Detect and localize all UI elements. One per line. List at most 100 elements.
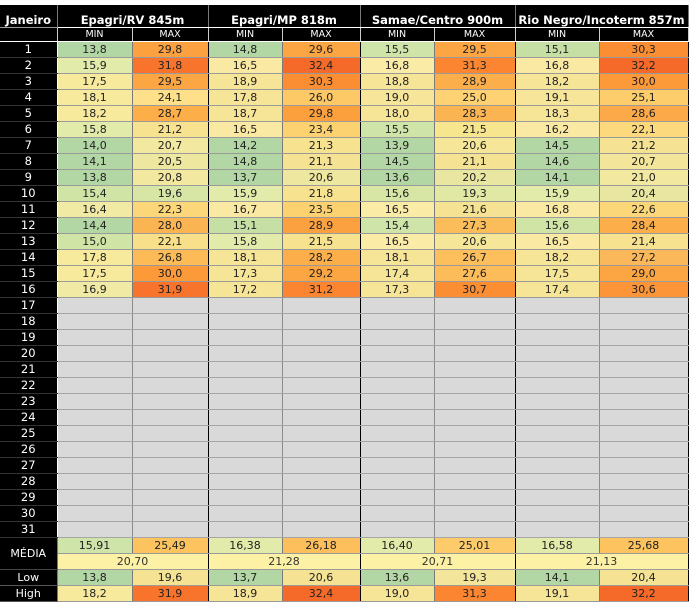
max-temp-cell[interactable]: 32,2 [599, 57, 689, 74]
empty-cell[interactable] [282, 377, 361, 394]
empty-cell[interactable] [434, 441, 516, 458]
empty-cell[interactable] [208, 505, 283, 522]
empty-cell[interactable] [282, 425, 361, 442]
empty-cell[interactable] [434, 329, 516, 346]
min-temp-cell[interactable]: 17,5 [57, 73, 133, 90]
empty-cell[interactable] [515, 425, 600, 442]
empty-cell[interactable] [208, 393, 283, 410]
empty-cell[interactable] [360, 313, 435, 330]
empty-cell[interactable] [515, 297, 600, 314]
empty-cell[interactable] [360, 377, 435, 394]
empty-cell[interactable] [132, 345, 209, 362]
empty-cell[interactable] [434, 361, 516, 378]
empty-cell[interactable] [360, 489, 435, 506]
max-temp-cell[interactable]: 29,5 [132, 73, 209, 90]
max-temp-cell[interactable]: 30,0 [599, 73, 689, 90]
empty-cell[interactable] [434, 457, 516, 474]
max-temp-cell[interactable]: 22,1 [599, 121, 689, 138]
empty-cell[interactable] [515, 441, 600, 458]
low-value[interactable]: 20,4 [599, 569, 689, 586]
empty-cell[interactable] [282, 361, 361, 378]
empty-cell[interactable] [282, 297, 361, 314]
empty-cell[interactable] [57, 505, 133, 522]
empty-cell[interactable] [282, 345, 361, 362]
max-temp-cell[interactable]: 20,5 [132, 153, 209, 170]
empty-cell[interactable] [434, 409, 516, 426]
max-temp-cell[interactable]: 23,4 [282, 121, 361, 138]
max-temp-cell[interactable]: 27,3 [434, 217, 516, 234]
empty-cell[interactable] [360, 521, 435, 538]
min-temp-cell[interactable]: 17,4 [360, 265, 435, 282]
max-temp-cell[interactable]: 20,6 [434, 233, 516, 250]
max-temp-cell[interactable]: 28,0 [132, 217, 209, 234]
low-value[interactable]: 13,6 [360, 569, 435, 586]
max-temp-cell[interactable]: 29,8 [282, 105, 361, 122]
empty-cell[interactable] [208, 441, 283, 458]
empty-cell[interactable] [599, 505, 689, 522]
empty-cell[interactable] [360, 473, 435, 490]
empty-cell[interactable] [132, 297, 209, 314]
media-value[interactable]: 16,38 [208, 537, 283, 554]
empty-cell[interactable] [360, 361, 435, 378]
max-temp-cell[interactable]: 29,6 [282, 41, 361, 58]
max-temp-cell[interactable]: 19,3 [434, 185, 516, 202]
empty-cell[interactable] [599, 425, 689, 442]
min-temp-cell[interactable]: 13,8 [57, 169, 133, 186]
high-value[interactable]: 31,9 [132, 585, 209, 602]
min-temp-cell[interactable]: 17,2 [208, 281, 283, 298]
empty-cell[interactable] [208, 377, 283, 394]
empty-cell[interactable] [132, 377, 209, 394]
empty-cell[interactable] [599, 313, 689, 330]
max-temp-cell[interactable]: 21,8 [282, 185, 361, 202]
max-temp-cell[interactable]: 29,5 [434, 41, 516, 58]
max-temp-cell[interactable]: 28,9 [434, 73, 516, 90]
low-value[interactable]: 19,3 [434, 569, 516, 586]
empty-cell[interactable] [208, 409, 283, 426]
empty-cell[interactable] [515, 473, 600, 490]
max-temp-cell[interactable]: 21,2 [132, 121, 209, 138]
empty-cell[interactable] [282, 409, 361, 426]
empty-cell[interactable] [360, 457, 435, 474]
empty-cell[interactable] [57, 361, 133, 378]
empty-cell[interactable] [132, 425, 209, 442]
empty-cell[interactable] [282, 457, 361, 474]
max-temp-cell[interactable]: 29,2 [282, 265, 361, 282]
min-temp-cell[interactable]: 16,4 [57, 201, 133, 218]
empty-cell[interactable] [208, 457, 283, 474]
min-temp-cell[interactable]: 18,1 [360, 249, 435, 266]
max-temp-cell[interactable]: 20,4 [599, 185, 689, 202]
empty-cell[interactable] [599, 457, 689, 474]
min-temp-cell[interactable]: 17,5 [515, 265, 600, 282]
empty-cell[interactable] [515, 329, 600, 346]
empty-cell[interactable] [599, 489, 689, 506]
min-temp-cell[interactable]: 15,6 [515, 217, 600, 234]
empty-cell[interactable] [360, 345, 435, 362]
empty-cell[interactable] [57, 457, 133, 474]
min-temp-cell[interactable]: 16,9 [57, 281, 133, 298]
media-value[interactable]: 16,40 [360, 537, 435, 554]
empty-cell[interactable] [434, 297, 516, 314]
min-temp-cell[interactable]: 15,8 [57, 121, 133, 138]
empty-cell[interactable] [434, 425, 516, 442]
min-temp-cell[interactable]: 13,6 [360, 169, 435, 186]
empty-cell[interactable] [208, 313, 283, 330]
min-temp-cell[interactable]: 18,8 [360, 73, 435, 90]
min-temp-cell[interactable]: 16,5 [360, 201, 435, 218]
empty-cell[interactable] [208, 329, 283, 346]
min-temp-cell[interactable]: 18,2 [57, 105, 133, 122]
empty-cell[interactable] [515, 409, 600, 426]
empty-cell[interactable] [132, 489, 209, 506]
max-temp-cell[interactable]: 25,1 [599, 89, 689, 106]
empty-cell[interactable] [132, 521, 209, 538]
min-temp-cell[interactable]: 16,5 [208, 57, 283, 74]
empty-cell[interactable] [599, 473, 689, 490]
empty-cell[interactable] [282, 329, 361, 346]
empty-cell[interactable] [515, 489, 600, 506]
empty-cell[interactable] [208, 489, 283, 506]
max-temp-cell[interactable]: 28,2 [282, 249, 361, 266]
empty-cell[interactable] [208, 297, 283, 314]
low-value[interactable]: 19,6 [132, 569, 209, 586]
max-temp-cell[interactable]: 32,4 [282, 57, 361, 74]
min-temp-cell[interactable]: 19,1 [515, 89, 600, 106]
empty-cell[interactable] [132, 393, 209, 410]
